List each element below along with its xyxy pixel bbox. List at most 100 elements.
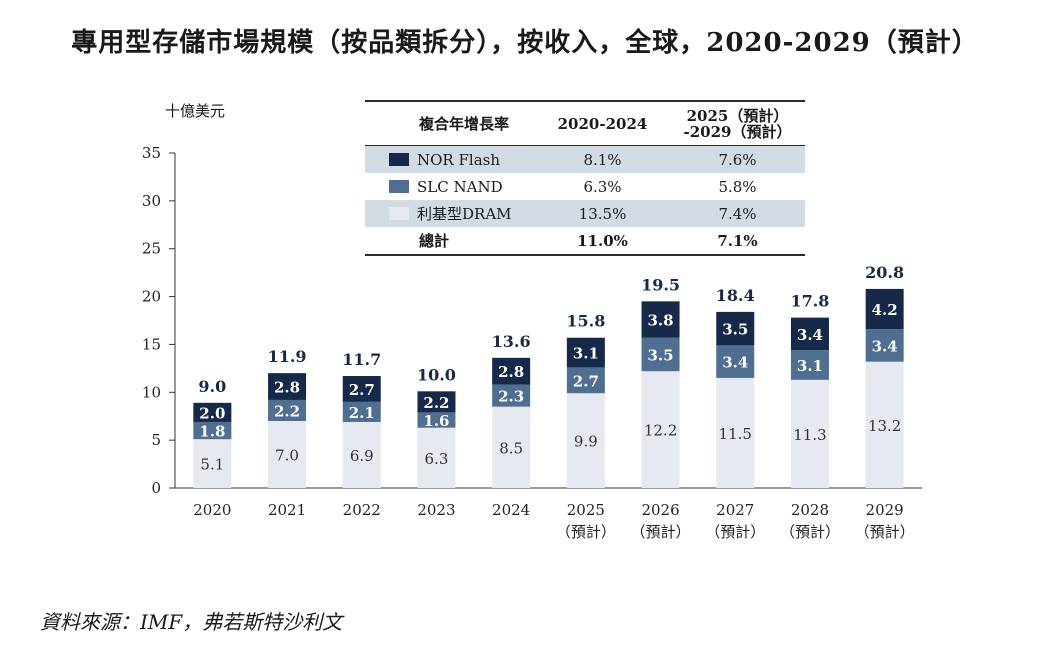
bar-value-label-dram: 6.3 — [425, 450, 449, 468]
x-tick-note: （預計） — [556, 523, 616, 541]
row-cagr-2025-2029: 7.4% — [670, 200, 805, 227]
bar-value-label-slc-nand: 3.1 — [797, 357, 823, 375]
nor-flash-swatch — [389, 152, 409, 166]
x-tick-label: 2026 — [641, 501, 679, 519]
x-tick-label: 2029 — [866, 501, 904, 519]
x-tick-note: （預計） — [780, 523, 840, 541]
bar-segment-dram — [492, 406, 531, 488]
row-name: NOR Flash — [417, 150, 500, 169]
dram-swatch — [389, 207, 409, 220]
bar-total-label: 18.4 — [716, 286, 755, 305]
bar-total-label: 9.0 — [198, 377, 226, 396]
slc-nand-swatch — [389, 179, 409, 193]
cagr-legend-table: 複合年增長率 2020-2024 2025（預計） -2029（預計） NOR F… — [365, 100, 805, 256]
row-cagr-2025-2029: 7.6% — [670, 145, 805, 173]
bar-total-label: 11.7 — [342, 350, 381, 369]
bar-value-label-slc-nand: 2.1 — [349, 404, 375, 422]
bar-segment-dram — [268, 421, 307, 488]
bar-value-label-slc-nand: 1.6 — [423, 412, 449, 430]
x-tick-label: 2027 — [716, 501, 754, 519]
x-tick-note: （預計） — [705, 523, 765, 541]
y-tick-label: 15 — [142, 335, 161, 353]
y-tick-label: 5 — [151, 431, 161, 449]
y-tick-label: 30 — [142, 192, 161, 210]
x-tick-label: 2028 — [791, 501, 829, 519]
bar-value-label-slc-nand: 3.4 — [722, 354, 748, 372]
row-cagr-2020-2024: 8.1% — [535, 145, 670, 173]
y-tick-label: 35 — [142, 144, 161, 162]
bar-segment-nor-flash — [342, 376, 381, 402]
bar-segment-slc-nand — [492, 384, 531, 407]
bar-value-label-nor-flash: 2.2 — [423, 394, 449, 412]
bar-total-label: 17.8 — [790, 292, 829, 311]
bar-segment-slc-nand — [716, 345, 755, 378]
bar-segment-dram — [342, 421, 381, 488]
row-cagr-2025-2029: 5.8% — [718, 177, 757, 196]
bar-segment-dram — [641, 371, 680, 488]
bar-value-label-nor-flash: 3.4 — [797, 326, 823, 344]
bar-total-label: 20.8 — [865, 263, 904, 282]
bar-value-label-dram: 9.9 — [574, 433, 598, 451]
bar-value-label-dram: 6.9 — [350, 447, 374, 465]
row-name: 總計 — [365, 227, 535, 256]
x-tick-label: 2022 — [343, 501, 381, 519]
bar-segment-nor-flash — [268, 373, 307, 400]
x-tick-label: 2021 — [268, 501, 306, 519]
bar-segment-dram — [417, 427, 456, 488]
y-tick-label: 25 — [142, 240, 161, 258]
bar-segment-slc-nand — [865, 329, 904, 362]
bar-segment-slc-nand — [417, 412, 456, 428]
bar-value-label-nor-flash: 2.8 — [498, 363, 524, 381]
row-cagr-2020-2024: 13.5% — [535, 200, 670, 227]
y-tick-label: 20 — [142, 288, 161, 306]
bar-segment-dram — [716, 377, 755, 488]
bar-value-label-slc-nand: 1.8 — [199, 423, 225, 441]
header-2020-2024: 2020-2024 — [535, 100, 670, 146]
x-tick-note: （預計） — [631, 523, 691, 541]
bar-total-label: 13.6 — [492, 332, 531, 351]
bar-segment-slc-nand — [566, 367, 605, 394]
y-tick-label: 10 — [142, 383, 161, 401]
bar-total-label: 10.0 — [417, 365, 456, 384]
chart-title: 專用型存儲市場規模（按品類拆分），按收入，全球，2020-2029（預計） — [71, 28, 979, 58]
bar-value-label-dram: 13.2 — [868, 417, 901, 435]
table-row-nor-flash: NOR Flash 8.1% 7.6% — [365, 145, 805, 173]
y-axis-unit-label: 十億美元 — [165, 102, 226, 120]
x-tick-label: 2023 — [417, 501, 455, 519]
bar-value-label-nor-flash: 3.8 — [647, 312, 673, 330]
header-cagr: 複合年增長率 — [365, 100, 535, 146]
bar-value-label-slc-nand: 3.5 — [647, 346, 673, 364]
bar-segment-slc-nand — [342, 401, 381, 422]
bar-segment-dram — [865, 361, 904, 488]
bar-value-label-dram: 8.5 — [499, 439, 523, 457]
bar-value-label-nor-flash: 4.2 — [872, 301, 898, 319]
bar-value-label-dram: 11.3 — [793, 426, 826, 444]
bar-value-label-dram: 12.2 — [644, 422, 677, 440]
row-cagr-2020-2024: 6.3% — [583, 177, 622, 196]
table-row-dram: 利基型DRAM 13.5% 7.4% — [365, 200, 805, 227]
row-cagr-2020-2024: 11.0% — [535, 227, 670, 256]
bar-segment-nor-flash — [641, 301, 680, 338]
bar-value-label-dram: 11.5 — [719, 425, 752, 443]
bar-total-label: 19.5 — [641, 275, 680, 294]
bar-value-label-nor-flash: 3.5 — [722, 321, 748, 339]
bar-value-label-slc-nand: 3.4 — [872, 337, 898, 355]
x-tick-label: 2020 — [193, 501, 231, 519]
bar-segment-nor-flash — [716, 311, 755, 346]
header-2025-2029: 2025（預計） -2029（預計） — [670, 100, 805, 146]
row-cagr-2025-2029: 7.1% — [670, 227, 805, 256]
bar-segment-slc-nand — [641, 337, 680, 372]
bar-value-label-nor-flash: 3.1 — [573, 345, 599, 363]
bar-value-label-slc-nand: 2.7 — [573, 372, 599, 390]
bar-value-label-nor-flash: 2.8 — [274, 379, 300, 397]
row-name: SLC NAND — [417, 177, 503, 196]
x-tick-label: 2024 — [492, 501, 530, 519]
bar-value-label-nor-flash: 2.0 — [199, 404, 225, 422]
bar-total-label: 15.8 — [566, 312, 605, 331]
bar-segment-dram — [566, 393, 605, 488]
bar-value-label-dram: 7.0 — [275, 447, 299, 465]
bar-segment-dram — [790, 379, 829, 488]
bar-value-label-slc-nand: 2.3 — [498, 388, 524, 406]
x-tick-label: 2025 — [567, 501, 605, 519]
table-row-slc-nand: SLC NAND 6.3% 5.8% — [365, 173, 805, 200]
